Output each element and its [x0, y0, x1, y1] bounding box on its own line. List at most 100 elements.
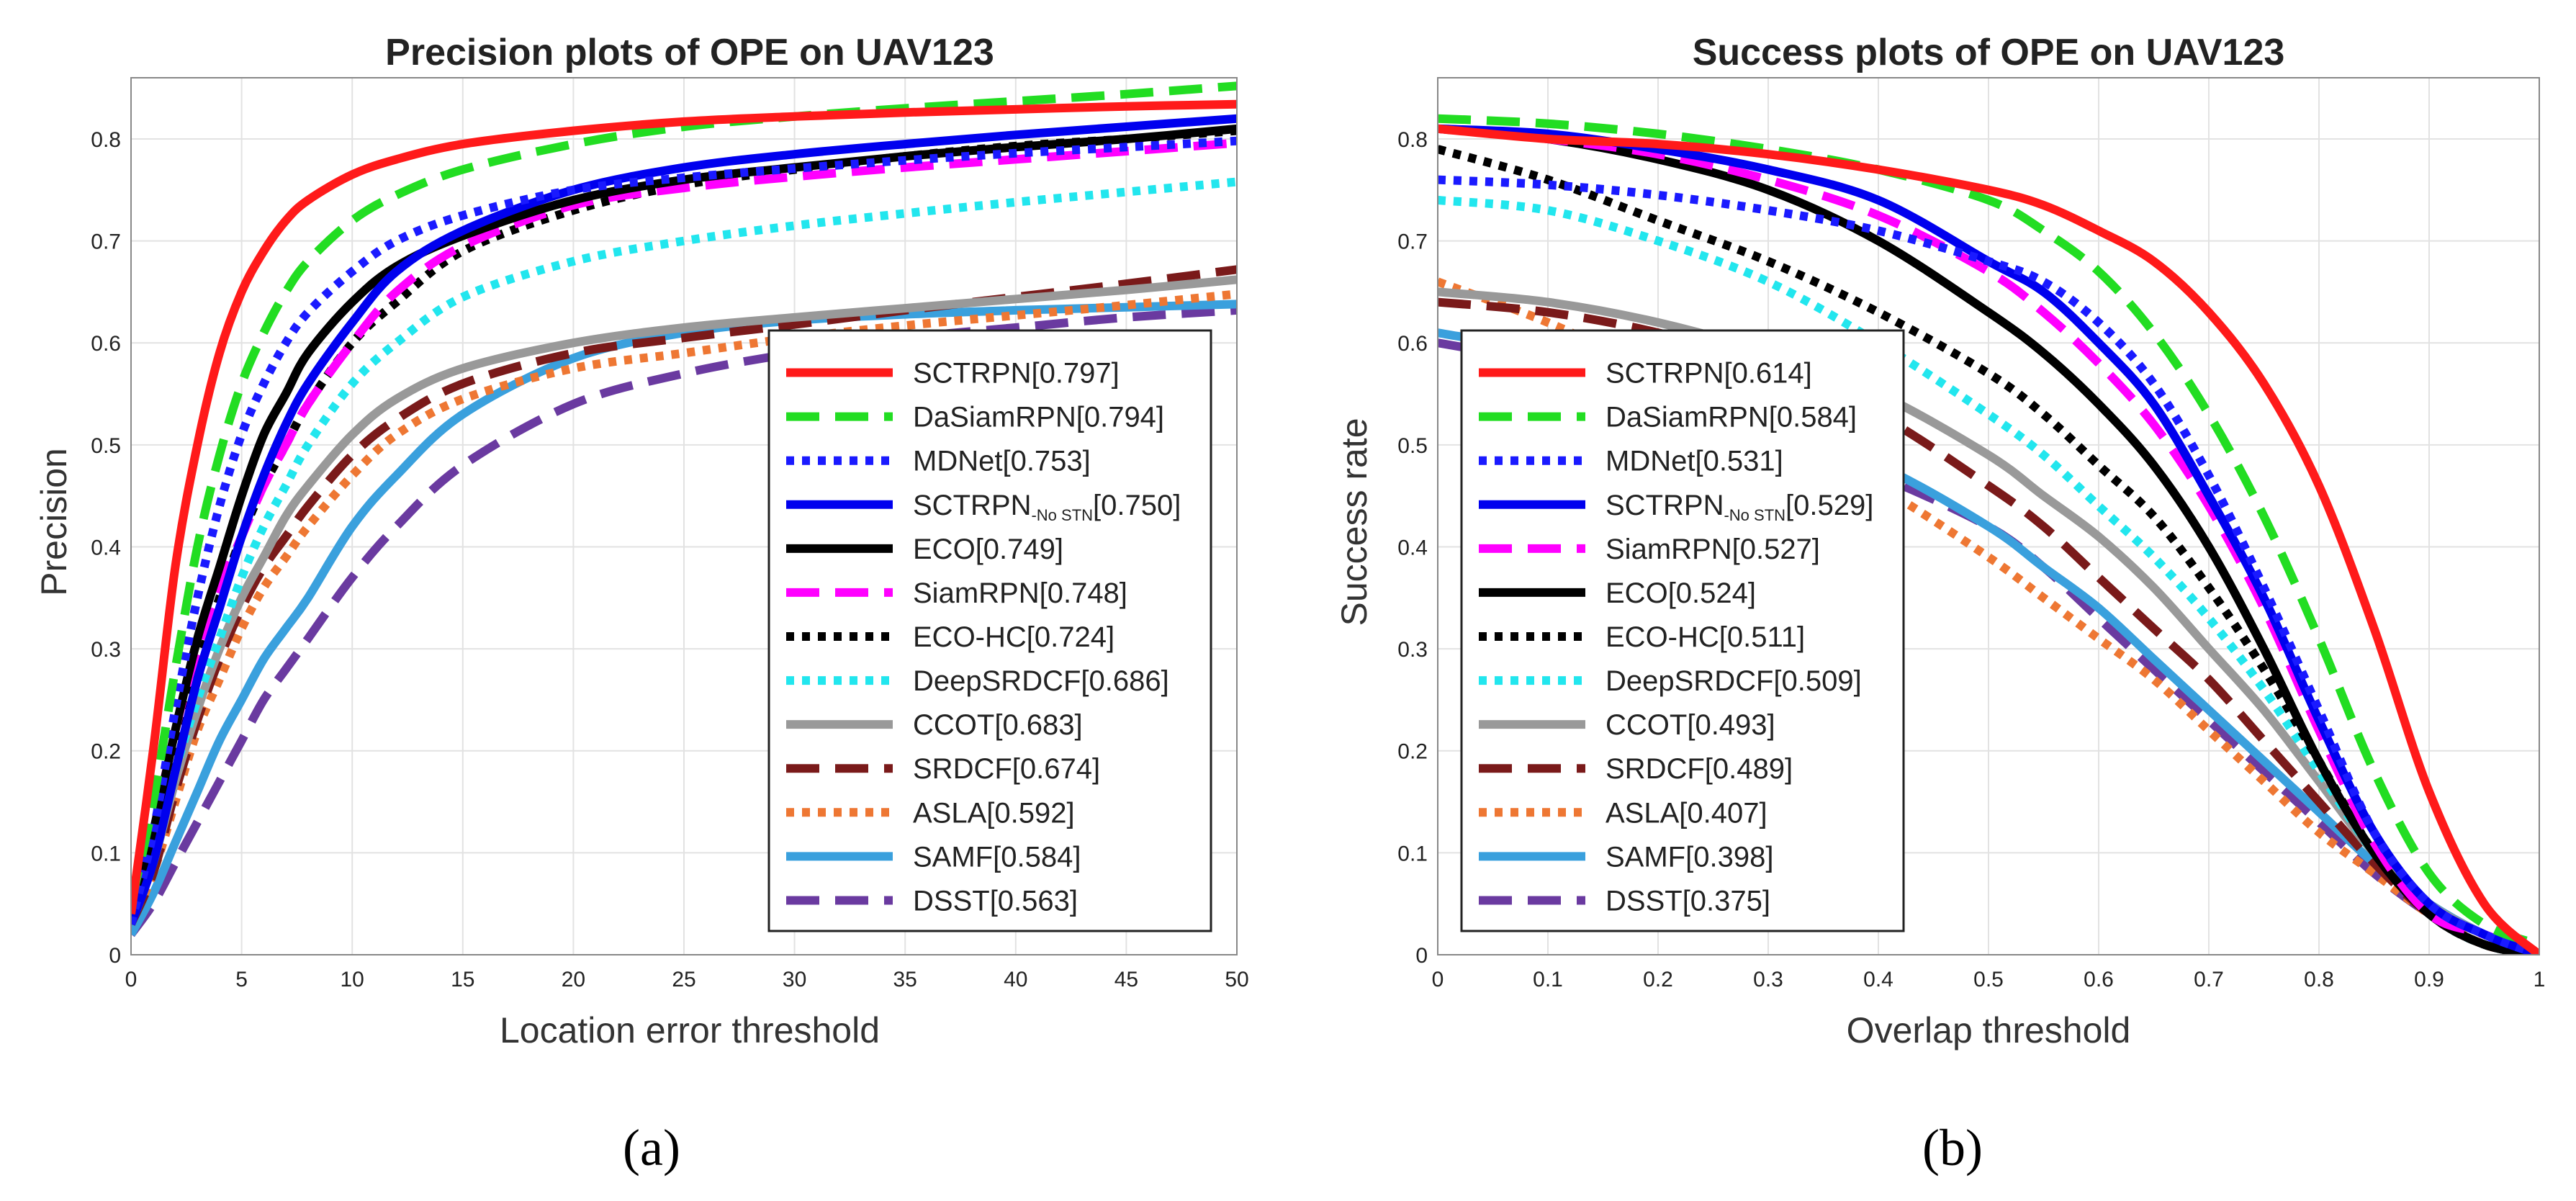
- legend-series-score: [0.398]: [1685, 841, 1773, 873]
- legend-series-name: ECO-HC: [913, 621, 1027, 653]
- caption-b: (b): [1922, 1119, 1983, 1177]
- success-legend-box: [1460, 329, 1905, 932]
- precision-x-tick-label: 35: [893, 968, 917, 991]
- legend-entry-label: SAMF[0.398]: [1606, 841, 1773, 873]
- precision-x-tick-label: 40: [1004, 968, 1027, 991]
- legend-series-name: CCOT: [1606, 709, 1687, 741]
- legend-entry-label: CCOT[0.683]: [913, 709, 1083, 741]
- success-x-tick-label: 0.9: [2414, 968, 2444, 991]
- series-line-dasiamrpn: [131, 81, 1237, 905]
- legend-series-score: [0.407]: [1679, 797, 1767, 829]
- precision-chart-title: Precision plots of OPE on UAV123: [385, 32, 994, 73]
- precision-x-tick-label: 45: [1114, 968, 1138, 991]
- legend-entry-label: SCTRPN[0.614]: [1606, 358, 1812, 390]
- legend-series-name: ECO: [1606, 577, 1668, 609]
- legend-series-name: ECO-HC: [1606, 621, 1719, 653]
- legend-entry-label: SCTRPN-No STN[0.529]: [1606, 490, 1873, 524]
- legend-entry-label: DeepSRDCF[0.686]: [913, 665, 1169, 697]
- legend-series-score: [0.375]: [1683, 885, 1770, 917]
- series-line-eco: [131, 124, 1237, 925]
- legend-entry-label: ECO-HC[0.511]: [1606, 621, 1805, 653]
- success-axes-frame: [1437, 77, 2540, 955]
- precision-y-tick-label: 0.5: [91, 434, 121, 458]
- series-line-sctrpn-no-stn: [1438, 124, 2539, 955]
- legend-series-score: [0.489]: [1705, 753, 1793, 785]
- success-y-axis-label: Success rate: [1334, 418, 1374, 626]
- success-y-tick-label: 0.7: [1397, 230, 1428, 254]
- legend-series-score: [0.592]: [986, 797, 1074, 829]
- legend-series-score: [0.724]: [1027, 621, 1114, 653]
- legend-entry-label: SCTRPN[0.797]: [913, 358, 1120, 390]
- series-line-siamrpn: [1438, 124, 2539, 955]
- legend-entry-label: DaSiamRPN[0.794]: [913, 402, 1164, 433]
- precision-chart: Precision plots of OPE on UAV123 Locatio…: [34, 32, 1249, 1177]
- precision-x-axis-label: Location error threshold: [500, 1010, 880, 1051]
- precision-y-tick-label: 0.6: [91, 332, 121, 356]
- success-x-tick-label: 0.4: [1863, 968, 1893, 991]
- legend-entry-label: ECO[0.524]: [1606, 577, 1756, 609]
- legend-series-name: ECO: [913, 534, 976, 565]
- legend-series-name: MDNet: [913, 446, 1002, 477]
- success-x-tick-label: 0.3: [1753, 968, 1783, 991]
- success-x-tick-label: 0.8: [2304, 968, 2334, 991]
- series-line-eco: [1438, 124, 2539, 955]
- legend-series-score: [0.529]: [1785, 490, 1873, 521]
- success-x-tick-label: 0.2: [1643, 968, 1673, 991]
- precision-x-tick-label: 20: [562, 968, 585, 991]
- success-y-tick-label: 0.1: [1397, 842, 1428, 865]
- legend-series-name: SRDCF: [1606, 753, 1705, 785]
- precision-legend-box: [767, 329, 1212, 932]
- legend-entry-label: MDNet[0.753]: [913, 446, 1091, 477]
- legend-series-score: [0.753]: [1002, 446, 1090, 477]
- precision-legend: SCTRPN[0.797]DaSiamRPN[0.794]MDNet[0.753…: [767, 329, 1212, 932]
- legend-series-score: [0.614]: [1724, 358, 1811, 390]
- legend-series-score: [0.683]: [994, 709, 1082, 741]
- legend-series-name: DSST: [1606, 885, 1683, 917]
- legend-entry-label: SiamRPN[0.527]: [1606, 534, 1820, 565]
- precision-y-tick-label: 0.2: [91, 740, 121, 764]
- success-y-tick-label: 0.6: [1397, 332, 1428, 356]
- legend-series-score: [0.524]: [1668, 577, 1756, 609]
- success-x-tick-label: 1: [2534, 968, 2546, 991]
- precision-axes-frame: [130, 77, 1238, 955]
- legend-series-score: [0.584]: [993, 841, 1081, 873]
- success-chart-title: Success plots of OPE on UAV123: [1693, 32, 2285, 73]
- precision-y-tick-label: 0.3: [91, 638, 121, 662]
- series-line-dasiamrpn: [1438, 114, 2539, 949]
- legend-series-score: [0.749]: [976, 534, 1063, 565]
- precision-x-tick-label: 50: [1225, 968, 1248, 991]
- legend-series-name: SCTRPN: [913, 490, 1031, 521]
- success-y-tick-label: 0.5: [1397, 434, 1428, 458]
- legend-entry-label: SiamRPN[0.748]: [913, 577, 1127, 609]
- legend-entry-label: CCOT[0.493]: [1606, 709, 1775, 741]
- series-line-samf: [131, 300, 1237, 937]
- legend-series-name: SAMF: [1606, 841, 1685, 873]
- legend-entry-label: DSST[0.375]: [1606, 885, 1770, 917]
- legend-series-score: [0.797]: [1031, 358, 1119, 390]
- precision-x-tick-label: 15: [451, 968, 474, 991]
- success-y-tick-label: 0.8: [1397, 128, 1428, 152]
- legend-series-subscript: -No STN: [1031, 506, 1093, 524]
- precision-x-tick-label: 0: [125, 968, 138, 991]
- precision-y-tick-label: 0.7: [91, 230, 121, 254]
- legend-series-score: [0.686]: [1081, 665, 1168, 697]
- legend-entry-label: DeepSRDCF[0.509]: [1606, 665, 1862, 697]
- legend-series-name: SCTRPN: [913, 358, 1031, 390]
- success-y-tick-label: 0.3: [1397, 638, 1428, 662]
- precision-y-tick-label: 0: [109, 944, 121, 968]
- precision-y-tick-label: 0.1: [91, 842, 121, 865]
- legend-entry-label: MDNet[0.531]: [1606, 446, 1783, 477]
- legend-series-score: [0.794]: [1076, 402, 1164, 433]
- precision-y-axis-label: Precision: [34, 448, 74, 596]
- caption-a: (a): [623, 1119, 680, 1177]
- legend-entry-label: DSST[0.563]: [913, 885, 1078, 917]
- precision-x-tick-label: 30: [783, 968, 806, 991]
- legend-series-name: DSST: [913, 885, 990, 917]
- legend-series-name: ASLA: [1606, 797, 1680, 829]
- series-line-sctrpn-no-stn: [131, 114, 1237, 926]
- legend-entry-label: DaSiamRPN[0.584]: [1606, 402, 1857, 433]
- success-x-tick-label: 0.7: [2194, 968, 2224, 991]
- precision-x-tick-label: 10: [341, 968, 364, 991]
- legend-entry-label: ASLA[0.592]: [913, 797, 1075, 829]
